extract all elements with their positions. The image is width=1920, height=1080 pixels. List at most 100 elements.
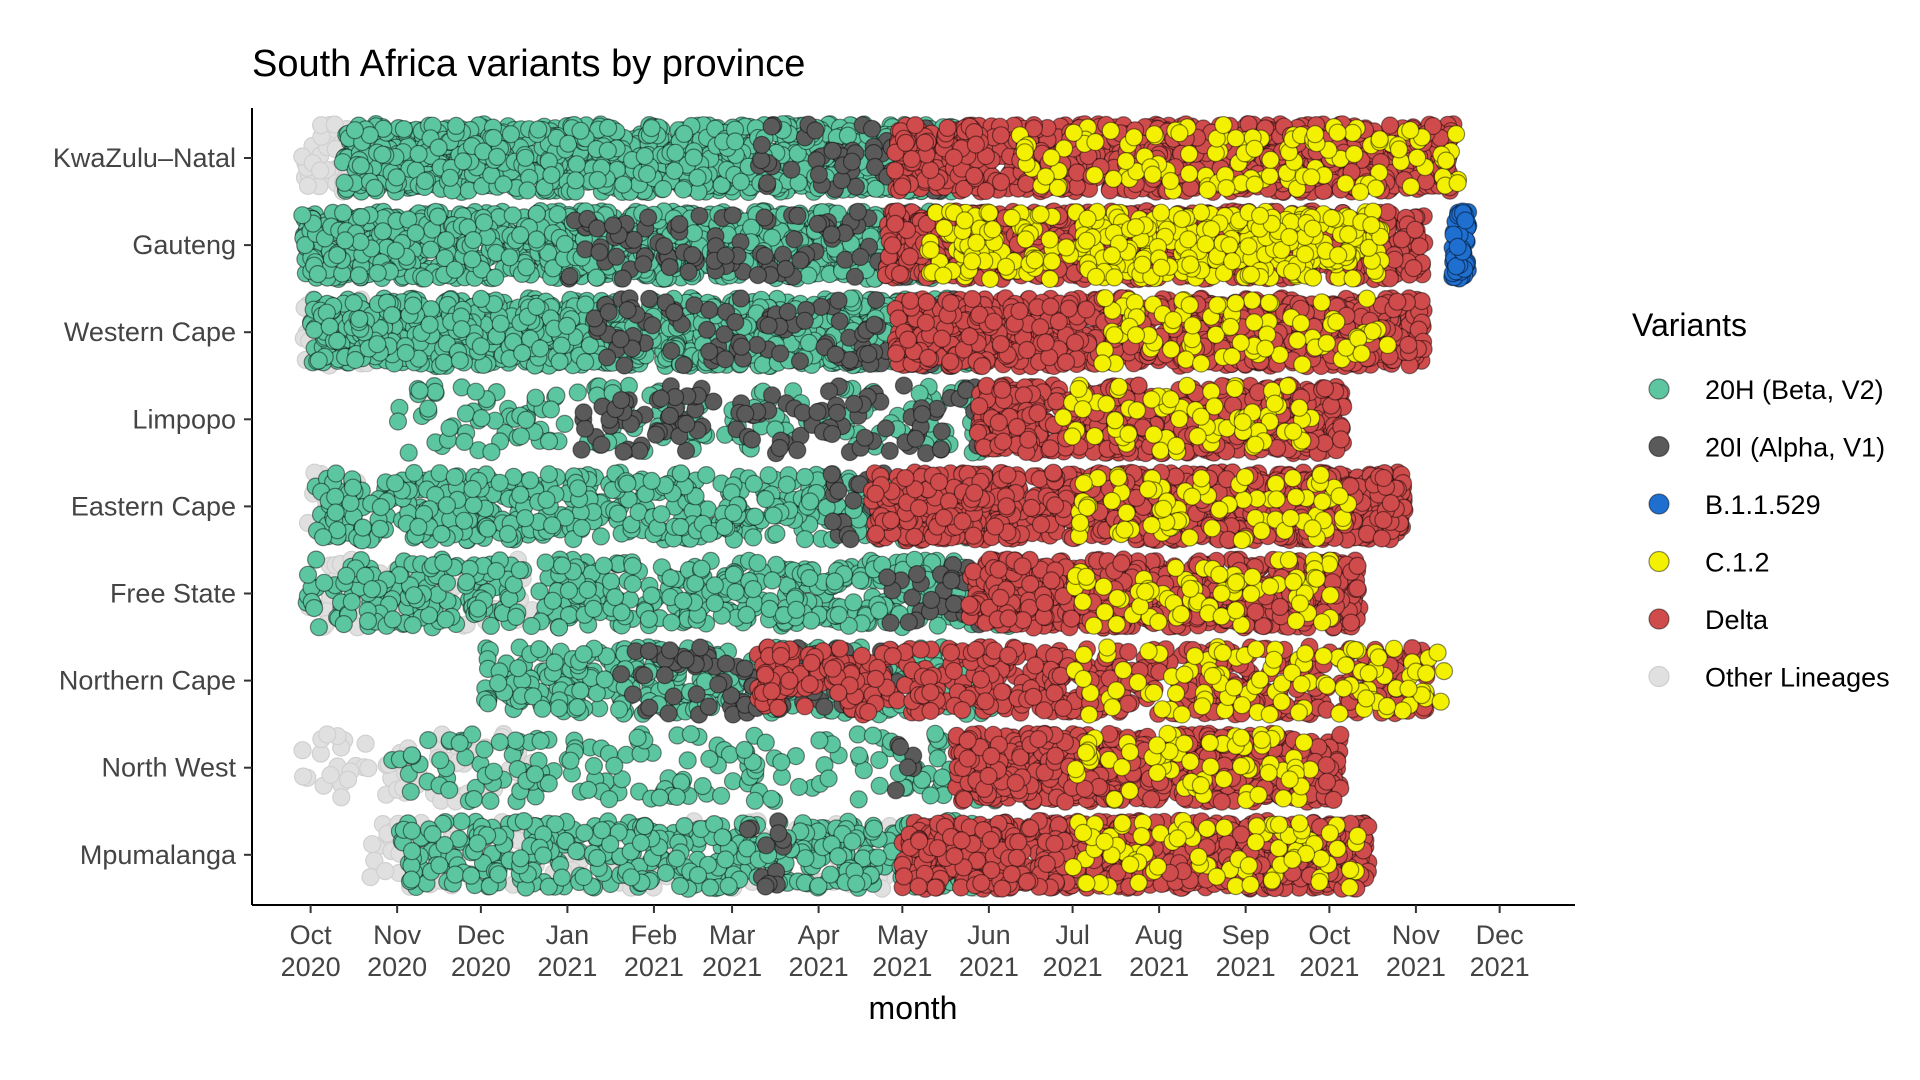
point-20h-beta-v2 xyxy=(336,231,355,250)
point-20h-beta-v2 xyxy=(464,231,483,250)
point-20h-beta-v2 xyxy=(488,147,507,166)
point-20h-beta-v2 xyxy=(520,471,540,490)
point-20h-beta-v2 xyxy=(326,487,345,506)
point-20h-beta-v2 xyxy=(572,518,591,538)
point-20h-beta-v2 xyxy=(452,320,471,339)
point-20h-beta-v2 xyxy=(309,351,328,370)
point-20h-beta-v2 xyxy=(305,320,324,339)
point-20h-beta-v2 xyxy=(598,141,617,160)
point-20h-beta-v2 xyxy=(472,409,491,428)
point-20h-beta-v2 xyxy=(548,205,567,224)
point-20h-beta-v2 xyxy=(801,611,821,630)
point-20h-beta-v2 xyxy=(588,170,607,190)
point-other-lineages xyxy=(376,861,395,881)
point-20h-beta-v2 xyxy=(500,248,519,267)
point-20h-beta-v2 xyxy=(429,138,448,157)
point-other-lineages xyxy=(318,725,337,744)
point-20h-beta-v2 xyxy=(445,467,464,487)
point-20h-beta-v2 xyxy=(511,225,530,245)
point-20h-beta-v2 xyxy=(445,260,464,279)
point-20h-beta-v2 xyxy=(437,496,456,515)
point-20h-beta-v2 xyxy=(415,269,434,288)
point-20h-beta-v2 xyxy=(642,119,661,138)
point-20h-beta-v2 xyxy=(314,528,333,547)
point-20h-beta-v2 xyxy=(555,414,574,433)
point-20h-beta-v2 xyxy=(671,517,690,537)
point-20h-beta-v2 xyxy=(575,352,595,372)
point-20h-beta-v2 xyxy=(674,180,693,199)
point-20h-beta-v2 xyxy=(471,289,491,308)
point-20h-beta-v2 xyxy=(516,148,535,167)
point-20h-beta-v2 xyxy=(511,485,530,504)
point-20h-beta-v2 xyxy=(382,306,402,325)
point-other-lineages xyxy=(311,161,330,180)
point-20h-beta-v2 xyxy=(386,241,405,260)
point-20h-beta-v2 xyxy=(368,263,387,283)
point-20h-beta-v2 xyxy=(305,598,324,618)
point-20h-beta-v2 xyxy=(409,144,428,164)
point-20h-beta-v2 xyxy=(777,475,797,494)
point-20h-beta-v2 xyxy=(635,147,654,166)
point-20h-beta-v2 xyxy=(437,231,456,250)
point-20h-beta-v2 xyxy=(637,164,657,184)
point-20h-beta-v2 xyxy=(368,335,387,354)
point-20h-beta-v2 xyxy=(490,473,509,492)
point-20h-beta-v2 xyxy=(293,206,312,225)
plot-points xyxy=(293,114,1478,898)
point-20h-beta-v2 xyxy=(482,443,501,462)
point-20h-beta-v2 xyxy=(799,266,818,285)
point-20h-beta-v2 xyxy=(388,412,408,431)
point-20h-beta-v2 xyxy=(440,418,459,438)
point-20h-beta-v2 xyxy=(475,213,494,232)
point-20h-beta-v2 xyxy=(759,466,778,485)
point-20h-beta-v2 xyxy=(795,467,815,487)
point-20h-beta-v2 xyxy=(464,496,483,515)
point-20h-beta-v2 xyxy=(511,427,531,446)
point-20h-beta-v2 xyxy=(371,519,390,538)
point-20h-beta-v2 xyxy=(387,168,406,187)
point-20h-beta-v2 xyxy=(654,179,673,199)
point-20h-beta-v2 xyxy=(428,207,448,226)
point-20h-beta-v2 xyxy=(406,224,425,243)
point-20h-beta-v2 xyxy=(666,143,685,162)
point-20h-beta-v2 xyxy=(478,519,497,538)
point-20h-beta-v2 xyxy=(569,479,588,498)
point-20h-beta-v2 xyxy=(516,410,536,429)
point-20h-beta-v2 xyxy=(334,203,353,222)
point-20h-beta-v2 xyxy=(466,382,485,401)
point-20h-beta-v2 xyxy=(795,530,815,549)
point-20h-beta-v2 xyxy=(591,527,611,546)
point-20h-beta-v2 xyxy=(307,550,326,569)
point-20h-beta-v2 xyxy=(486,268,505,287)
point-20h-beta-v2 xyxy=(349,266,369,285)
point-20h-beta-v2 xyxy=(517,258,536,277)
point-20h-beta-v2 xyxy=(373,145,392,164)
point-20h-beta-v2 xyxy=(550,352,569,371)
point-20h-beta-v2 xyxy=(344,293,363,313)
point-20h-beta-v2 xyxy=(665,161,684,180)
point-20h-beta-v2 xyxy=(341,493,360,513)
point-20h-beta-v2 xyxy=(764,506,783,525)
point-20h-beta-v2 xyxy=(800,492,820,511)
point-20h-beta-v2 xyxy=(399,443,418,462)
point-20h-beta-v2 xyxy=(539,432,559,451)
point-20h-beta-v2 xyxy=(767,524,786,543)
point-20h-beta-v2 xyxy=(351,232,370,251)
point-20h-beta-v2 xyxy=(454,152,473,171)
point-20h-beta-v2 xyxy=(404,296,423,315)
point-20h-beta-v2 xyxy=(674,124,694,143)
point-20h-beta-v2 xyxy=(463,250,482,269)
point-other-lineages xyxy=(332,788,351,807)
point-20h-beta-v2 xyxy=(353,518,372,537)
point-20h-beta-v2 xyxy=(481,616,500,636)
point-20h-beta-v2 xyxy=(343,478,363,497)
point-20h-beta-v2 xyxy=(350,309,369,329)
point-20h-beta-v2 xyxy=(326,464,346,483)
point-20h-beta-v2 xyxy=(326,503,345,522)
point-20h-beta-v2 xyxy=(394,120,413,139)
point-20h-beta-v2 xyxy=(799,333,819,352)
point-20h-beta-v2 xyxy=(724,503,743,523)
point-20h-beta-v2 xyxy=(450,351,469,370)
point-20h-beta-v2 xyxy=(346,350,365,370)
